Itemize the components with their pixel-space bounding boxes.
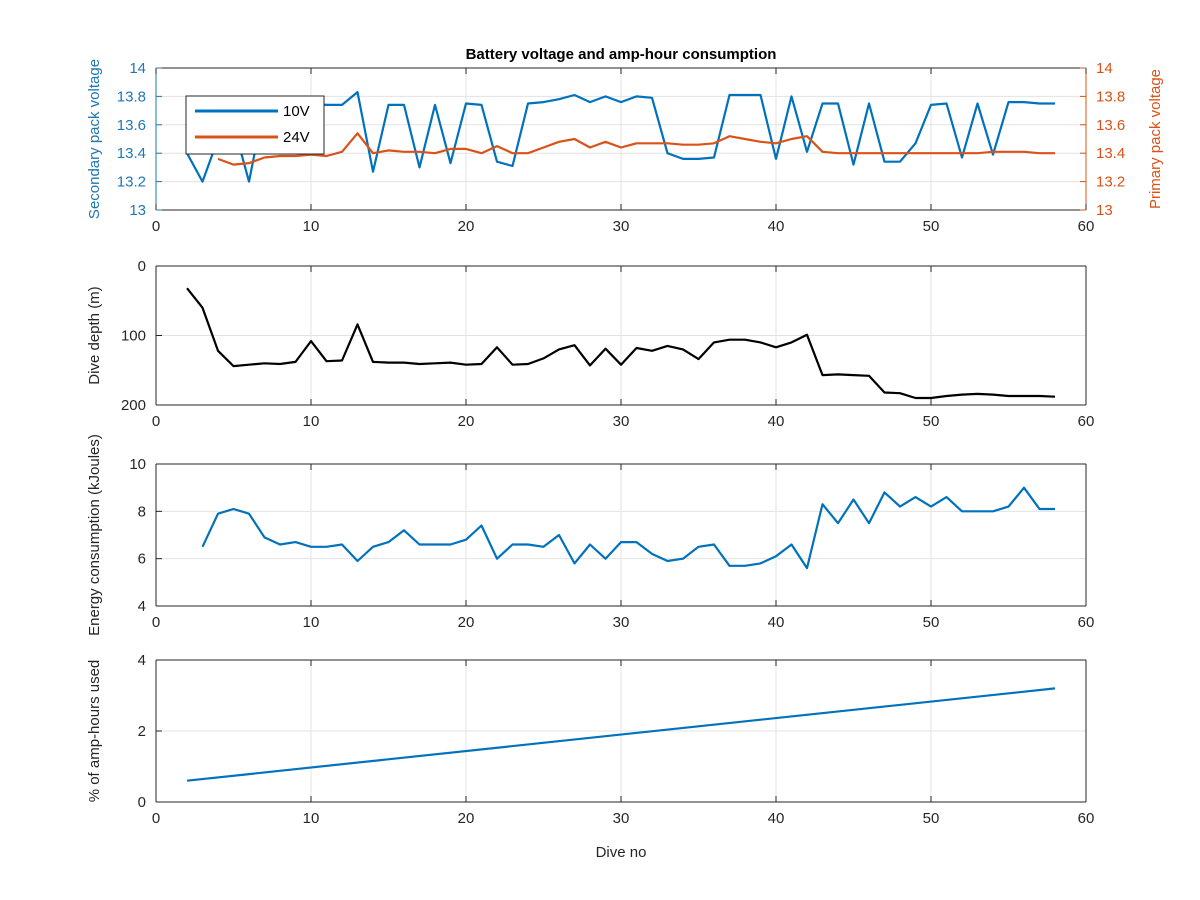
x-tick-label: 0 [152, 413, 160, 430]
y-tick-label: 200 [121, 397, 146, 414]
chart-title: Battery voltage and amp-hour consumption [466, 46, 777, 63]
x-tick-label: 20 [458, 218, 475, 235]
y-tick-label-right: 14 [1096, 60, 1113, 77]
x-tick-label: 20 [458, 413, 475, 430]
x-tick-label: 0 [152, 614, 160, 631]
y-axis-label-right: Primary pack voltage [1147, 69, 1164, 209]
x-tick-label: 50 [923, 810, 940, 827]
x-tick-label: 10 [303, 810, 320, 827]
x-tick-label: 20 [458, 810, 475, 827]
chart-2-dive-depth: 0 10 20 30 40 50 60 0 100 200 Dive depth (m) [86, 258, 1094, 430]
x-tick-label: 40 [768, 810, 785, 827]
y-tick-label-right: 13.2 [1096, 174, 1125, 191]
x-tick-label: 40 [768, 218, 785, 235]
x-tick-label: 0 [152, 810, 160, 827]
y-tick-label: 8 [138, 503, 146, 520]
y-axis-label: Energy consumption (kJoules) [86, 434, 103, 636]
y-tick-label-right: 13.4 [1096, 145, 1125, 162]
x-tick-label: 20 [458, 614, 475, 631]
y-tick-label-right: 13 [1096, 202, 1113, 219]
x-tick-label: 40 [768, 413, 785, 430]
chart-3-energy: 0 10 20 30 40 50 60 4 6 8 10 Energy consumption (kJ… [86, 434, 1094, 636]
y-tick-label: 0 [138, 258, 146, 275]
x-tick-label: 10 [303, 413, 320, 430]
series-line-10v [186, 90, 1055, 183]
x-tick-label: 30 [613, 614, 630, 631]
y-axis-label: Dive depth (m) [86, 286, 103, 384]
x-tick-label: 50 [923, 413, 940, 430]
y-tick-label: 2 [138, 723, 146, 740]
y-tick-label-right: 13.6 [1096, 117, 1125, 134]
y-tick-label: 10 [129, 456, 146, 473]
x-axis-label: Dive no [596, 844, 647, 861]
x-tick-label: 60 [1078, 413, 1095, 430]
x-tick-label: 60 [1078, 218, 1095, 235]
series-line-series-0 [201, 486, 1055, 570]
x-tick-label: 10 [303, 218, 320, 235]
x-tick-label: 50 [923, 218, 940, 235]
series-line-series-0 [186, 687, 1056, 782]
x-tick-label: 50 [923, 614, 940, 631]
x-tick-label: 30 [613, 810, 630, 827]
x-tick-label: 30 [613, 413, 630, 430]
legend: 10V 24V [185, 95, 325, 155]
y-tick-label: 13 [129, 202, 146, 219]
legend-label: 24V [283, 129, 310, 146]
x-tick-label: 40 [768, 614, 785, 631]
x-tick-label: 0 [152, 218, 160, 235]
x-tick-label: 10 [303, 614, 320, 631]
y-axis-label: % of amp-hours used [86, 660, 103, 803]
y-tick-label: 14 [129, 60, 146, 77]
y-tick-label: 13.6 [117, 117, 146, 134]
y-tick-label: 4 [138, 598, 146, 615]
series-line-24v [217, 132, 1055, 166]
y-axis-label: Secondary pack voltage [86, 59, 103, 219]
chart-4-amp-hours: 0 10 20 30 40 50 60 0 2 4 % of amp-hours used Dive … [86, 652, 1094, 861]
y-tick-label: 13.2 [117, 174, 146, 191]
x-tick-label: 60 [1078, 614, 1095, 631]
y-tick-label: 4 [138, 652, 146, 669]
y-tick-label: 100 [121, 328, 146, 345]
series-line-series-0 [186, 287, 1056, 400]
y-tick-label: 6 [138, 551, 146, 568]
x-tick-label: 30 [613, 218, 630, 235]
legend-label: 10V [283, 103, 310, 120]
y-tick-label-right: 13.8 [1096, 88, 1125, 105]
x-tick-label: 60 [1078, 810, 1095, 827]
chart-1-voltage: 0 10 20 30 40 50 601313.213.413.613.8141313.21… [86, 46, 1164, 235]
y-tick-label: 13.8 [117, 88, 146, 105]
legend-box [185, 95, 325, 155]
y-tick-label: 13.4 [117, 145, 146, 162]
y-tick-label: 0 [138, 794, 146, 811]
